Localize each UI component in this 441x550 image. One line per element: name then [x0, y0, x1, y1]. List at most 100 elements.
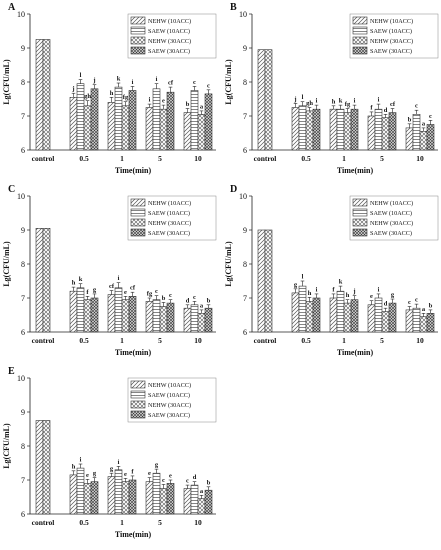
- y-tick-label: 8: [243, 78, 247, 87]
- significance-label: i: [354, 98, 356, 105]
- legend-entry: SAEW (30ACC): [148, 48, 190, 55]
- significance-label: g: [391, 292, 395, 299]
- significance-label: c: [408, 299, 411, 306]
- significance-label: gh: [84, 93, 91, 100]
- significance-label: d: [384, 107, 388, 114]
- bar-nehw-10acc-10: [405, 127, 414, 151]
- y-axis-label: Lg(CFU/mL): [224, 59, 233, 105]
- significance-label: c: [186, 478, 189, 485]
- y-tick-label: 6: [21, 146, 25, 155]
- legend-entry: SAEW (10ACC): [148, 210, 190, 217]
- x-axis-label: Time(min): [337, 166, 374, 175]
- control-bar-10acc: [257, 49, 266, 151]
- legend-swatch: [130, 380, 146, 389]
- bar-saew-10acc-0.5: [76, 287, 85, 333]
- y-axis-label: Lg(CFU/mL): [2, 241, 11, 287]
- significance-label: h: [308, 290, 312, 297]
- significance-label: gh: [306, 100, 313, 107]
- x-tick-label-control: control: [254, 154, 277, 163]
- bar-saew-10acc-1: [114, 469, 123, 515]
- bar-nehw-10acc-10: [405, 309, 414, 333]
- bar-nehw-10acc-1: [107, 476, 116, 515]
- x-tick-label: 10: [416, 336, 424, 345]
- bar-nehw-30acc-1: [121, 481, 130, 515]
- bar-nehw-10acc-10: [183, 112, 192, 151]
- significance-label: i: [149, 97, 151, 104]
- significance-label: g: [93, 470, 97, 477]
- y-tick-label: 9: [243, 44, 247, 53]
- significance-label: c: [415, 103, 418, 110]
- legend-swatch: [130, 16, 146, 25]
- x-tick-label: 1: [120, 518, 124, 527]
- significance-label: i: [156, 76, 158, 83]
- significance-label: j: [71, 86, 74, 93]
- y-tick-label: 6: [21, 328, 25, 337]
- significance-label: h: [332, 98, 336, 105]
- control-bar-10acc: [257, 229, 266, 333]
- bar-nehw-30acc-1: [121, 105, 130, 151]
- bar-saew-10acc-0.5: [298, 285, 307, 333]
- chart-panel-a: A678910Lg(CFU/mL)controljlghj0.5hkfgi1ii…: [2, 2, 217, 175]
- y-tick-label: 8: [243, 260, 247, 269]
- x-tick-label: 0.5: [79, 336, 89, 345]
- x-axis-label: Time(min): [115, 530, 152, 539]
- bar-saew-30acc-0.5: [312, 108, 321, 151]
- bar-nehw-10acc-0.5: [69, 97, 78, 151]
- significance-label: d: [186, 297, 190, 304]
- control-bar-30acc: [42, 39, 51, 151]
- significance-label: k: [339, 98, 343, 105]
- significance-label: c: [193, 79, 196, 86]
- legend-entry: SAEW (30ACC): [148, 412, 190, 419]
- legend-swatch: [130, 218, 146, 227]
- legend-swatch: [352, 218, 368, 227]
- bar-saew-30acc-5: [166, 91, 175, 151]
- bar-nehw-10acc-5: [145, 481, 154, 515]
- x-tick-label: 10: [194, 518, 202, 527]
- significance-label: a: [200, 488, 204, 495]
- significance-label: f: [131, 468, 134, 475]
- bar-nehw-30acc-10: [197, 498, 206, 515]
- x-tick-label: 1: [120, 154, 124, 163]
- legend-entry: NEHW (10ACC): [370, 18, 413, 25]
- x-tick-label-control: control: [32, 154, 55, 163]
- bar-nehw-10acc-1: [329, 297, 338, 333]
- significance-label: e: [124, 289, 127, 296]
- bar-nehw-10acc-0.5: [69, 474, 78, 515]
- significance-label: f: [370, 104, 373, 111]
- legend-swatch: [130, 228, 146, 237]
- x-tick-label: 0.5: [79, 154, 89, 163]
- significance-label: c: [169, 292, 172, 299]
- significance-label: k: [117, 76, 121, 83]
- significance-label: e: [162, 98, 165, 105]
- bar-nehw-10acc-5: [145, 301, 154, 333]
- bar-nehw-30acc-0.5: [83, 299, 92, 333]
- bar-saew-10acc-10: [190, 484, 199, 515]
- bar-nehw-30acc-1: [343, 112, 352, 151]
- legend-entry: NEHW (30ACC): [148, 38, 191, 45]
- x-tick-label: 5: [158, 336, 162, 345]
- y-tick-label: 10: [17, 10, 25, 19]
- significance-label: cf: [109, 283, 115, 290]
- y-tick-label: 7: [21, 476, 25, 485]
- bar-nehw-30acc-0.5: [83, 483, 92, 515]
- significance-label: b: [207, 297, 211, 304]
- bar-saew-30acc-1: [350, 299, 359, 333]
- x-tick-label: 0.5: [301, 336, 311, 345]
- y-tick-label: 8: [21, 78, 25, 87]
- bar-nehw-30acc-5: [381, 311, 390, 333]
- y-tick-label: 7: [243, 112, 247, 121]
- control-bar-30acc: [264, 229, 273, 333]
- significance-label: h: [110, 90, 114, 97]
- y-tick-label: 6: [243, 146, 247, 155]
- significance-label: a: [422, 120, 426, 127]
- x-tick-label: 1: [342, 154, 346, 163]
- bar-saew-30acc-5: [166, 483, 175, 515]
- significance-label: k: [339, 279, 343, 286]
- legend-entry: SAEW (30ACC): [370, 48, 412, 55]
- significance-label: c: [429, 113, 432, 120]
- significance-label: b: [429, 302, 433, 309]
